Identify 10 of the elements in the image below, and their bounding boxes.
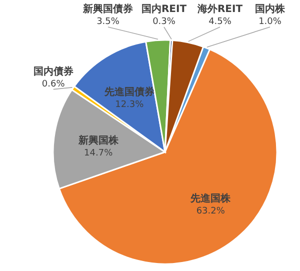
slice-label: 国内株 xyxy=(255,3,286,15)
data-label: 0.3% xyxy=(152,17,176,27)
data-label: 0.6% xyxy=(42,79,66,90)
slice-label: 海外REIT xyxy=(196,3,243,15)
slice-label: 国内債券 xyxy=(33,65,74,78)
data-label: 1.0% xyxy=(258,17,282,27)
slice-label: 新興国債券 xyxy=(82,3,134,15)
slice-label: 国内REIT xyxy=(141,3,187,15)
data-label: 3.5% xyxy=(96,17,120,27)
data-label: 4.5% xyxy=(208,17,232,27)
